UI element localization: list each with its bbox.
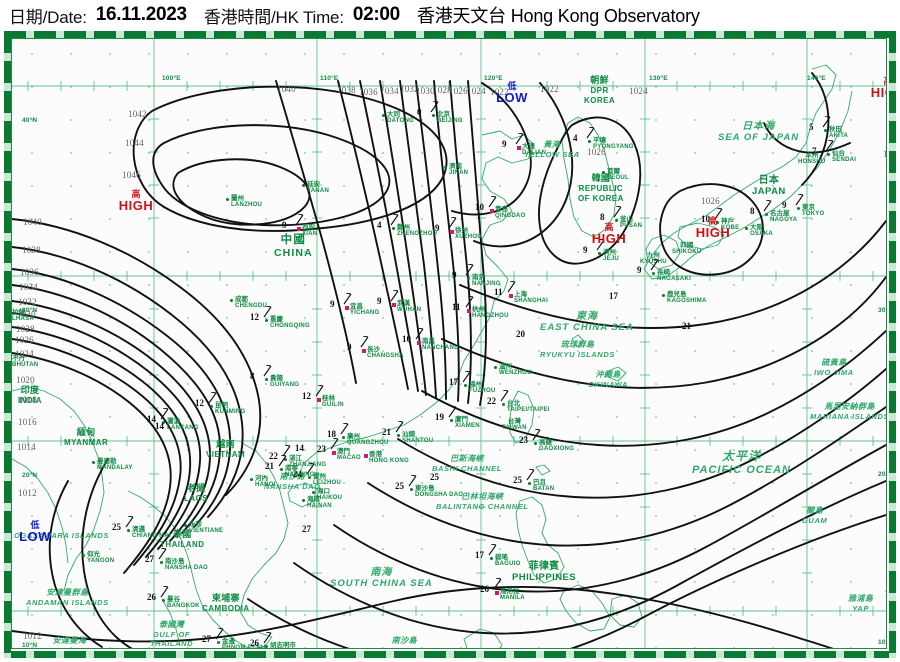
map-border-right xyxy=(889,31,896,658)
graticule-label: 30°N xyxy=(878,307,886,314)
graticule-label: 140°E xyxy=(807,75,826,82)
isobar-numeral: 20 xyxy=(516,329,525,339)
map-border-left xyxy=(4,31,11,658)
graticule-ticks xyxy=(27,81,874,616)
graticule-label: 20°N xyxy=(22,472,38,479)
graticule-label: 120°E xyxy=(484,75,503,82)
graticule-label: 130°E xyxy=(649,75,668,82)
graticule-label: 10°N xyxy=(22,642,38,648)
graticule-label: 40°N xyxy=(22,117,38,124)
isobars xyxy=(12,72,886,648)
time-label: 香港時間/HK Time: xyxy=(203,7,344,27)
date-label: 日期/Date: xyxy=(9,7,87,27)
map-border-bottom xyxy=(4,651,896,658)
isobar-numeral: 17 xyxy=(609,291,618,301)
chart-header: 日期/Date: 16.11.2023 香港時間/HK Time: 02:00 … xyxy=(0,0,900,30)
map-border-top xyxy=(4,31,896,38)
isobar-numeral: 14 xyxy=(155,421,164,431)
map-plot-area: 日本海 SEA OF JAPAN 黃海 YELLOW SEA 東海 EAST C… xyxy=(12,39,886,648)
coastlines xyxy=(12,64,853,648)
date-value: 16.11.2023 xyxy=(95,4,187,25)
surface-weather-chart[interactable]: 日本海 SEA OF JAPAN 黃海 YELLOW SEA 東海 EAST C… xyxy=(4,31,896,658)
isobar-numeral: 14 xyxy=(295,443,304,453)
graticule-label: 110°E xyxy=(320,75,339,82)
isobar-numeral: 25 xyxy=(430,472,439,482)
map-vector-layer xyxy=(12,39,886,648)
isobar-numeral: 21 xyxy=(682,321,691,331)
time-value: 02:00 xyxy=(352,4,400,25)
graticule-label: 10°N xyxy=(878,639,886,646)
graticule-label: 30°N xyxy=(22,307,38,314)
graticule-label: 100°E xyxy=(162,75,181,82)
graticule-label: 20°N xyxy=(878,471,886,478)
isobar-numeral: 27 xyxy=(302,524,311,534)
organisation-name: 香港天文台 Hong Kong Observatory xyxy=(416,6,700,26)
